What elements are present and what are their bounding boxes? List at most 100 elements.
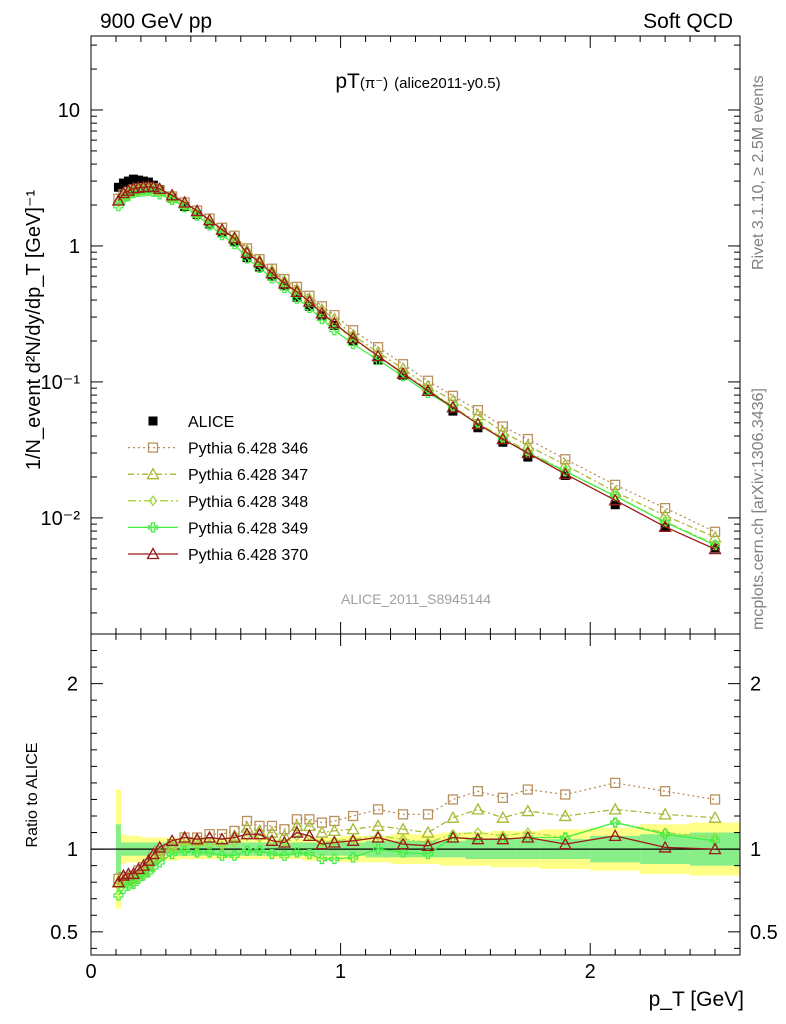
data-point — [229, 825, 240, 837]
series-line — [117, 190, 716, 546]
data-point — [153, 840, 167, 853]
y-tick-label: 1 — [69, 236, 80, 258]
data-point — [133, 175, 143, 185]
data-point — [346, 833, 360, 846]
data-point — [660, 517, 671, 528]
data-point — [523, 445, 533, 457]
data-point — [113, 182, 123, 192]
data-point — [304, 848, 315, 860]
main-title-tag: (alice2011-y0.5) — [394, 75, 500, 92]
y-tick-label: 0.5 — [50, 922, 78, 944]
legend-label: ALICE — [188, 414, 234, 431]
data-point — [123, 880, 134, 891]
data-point — [230, 836, 239, 849]
data-point — [610, 479, 621, 491]
data-point — [521, 446, 535, 459]
legend-marker — [147, 442, 159, 453]
data-point — [659, 502, 671, 514]
header-right: Soft QCD — [643, 10, 733, 33]
main-plot-area — [111, 174, 722, 555]
data-point — [141, 853, 156, 866]
data-point — [446, 393, 460, 406]
data-point — [496, 432, 510, 445]
data-point — [240, 827, 254, 840]
data-point — [266, 820, 278, 832]
legend-marker — [147, 522, 159, 533]
data-point — [347, 810, 359, 822]
x-tick-label: 0 — [85, 961, 96, 983]
data-point — [316, 853, 327, 865]
data-point — [371, 830, 385, 843]
data-point — [240, 245, 254, 258]
data-point — [146, 180, 161, 193]
data-point — [446, 400, 460, 413]
data-point — [473, 826, 483, 839]
data-point — [204, 847, 215, 858]
data-point — [227, 231, 242, 244]
data-point — [215, 222, 229, 235]
data-point — [709, 540, 721, 551]
data-point — [660, 826, 670, 839]
main-ylabel: 1/N_event d²N/dy/dp_T [GeV]⁻¹ — [23, 190, 45, 471]
data-point — [397, 847, 409, 858]
data-point — [560, 466, 571, 477]
data-point — [608, 829, 622, 842]
legend-entry: Pythia 6.428 346 — [128, 441, 308, 458]
main-title-main: pT — [335, 70, 360, 93]
legend-label: Pythia 6.428 347 — [188, 467, 308, 484]
data-point — [471, 417, 485, 430]
data-point — [191, 847, 203, 858]
data-point — [291, 847, 303, 858]
y-tick-label-right: 2 — [750, 674, 761, 696]
series-line — [117, 831, 716, 883]
data-point — [216, 850, 228, 861]
data-point — [252, 827, 267, 840]
data-point — [498, 830, 508, 842]
data-point — [423, 836, 433, 849]
data-point — [421, 383, 435, 396]
data-point — [116, 868, 131, 881]
legend-entry: Pythia 6.428 370 — [128, 547, 308, 564]
data-point — [371, 345, 385, 358]
data-point — [471, 832, 485, 845]
data-point — [304, 814, 315, 825]
data-point — [229, 850, 240, 861]
ratio-axes: 0.5 0.5 1 1 2 2 0 1 2 — [50, 634, 778, 983]
data-point — [241, 815, 253, 827]
data-point — [202, 213, 217, 226]
data-point — [610, 777, 621, 789]
data-point — [658, 840, 672, 853]
x-tick-label: 2 — [585, 961, 596, 983]
data-point — [560, 789, 571, 800]
data-point — [227, 829, 242, 842]
y-tick-label: 10 — [58, 100, 80, 122]
legend-entry: Pythia 6.428 349 — [128, 520, 308, 537]
ratio-plot-area — [91, 777, 740, 909]
data-point — [423, 383, 433, 396]
series-line — [118, 189, 716, 545]
data-point — [330, 835, 339, 847]
data-point — [252, 824, 267, 837]
data-point — [472, 786, 484, 797]
main-title: pT(π⁻) (alice2011-y0.5) — [335, 70, 500, 93]
data-point — [265, 266, 279, 279]
data-point — [302, 294, 317, 307]
legend-entry: ALICE — [148, 414, 234, 431]
data-point — [149, 184, 158, 196]
series-pythia-6-428-347 — [111, 181, 722, 543]
header-left: 900 GeV pp — [100, 10, 212, 33]
data-point — [111, 875, 126, 888]
data-point — [178, 195, 192, 208]
series-line — [118, 187, 716, 538]
data-point — [496, 832, 510, 845]
data-point — [215, 832, 229, 845]
data-point — [560, 454, 571, 465]
data-point — [167, 193, 177, 203]
legend-marker — [148, 416, 158, 426]
data-point — [347, 852, 359, 863]
legend-entry: Pythia 6.428 348 — [128, 494, 308, 511]
data-point — [315, 306, 329, 319]
data-point — [660, 829, 671, 840]
data-point — [659, 786, 671, 797]
